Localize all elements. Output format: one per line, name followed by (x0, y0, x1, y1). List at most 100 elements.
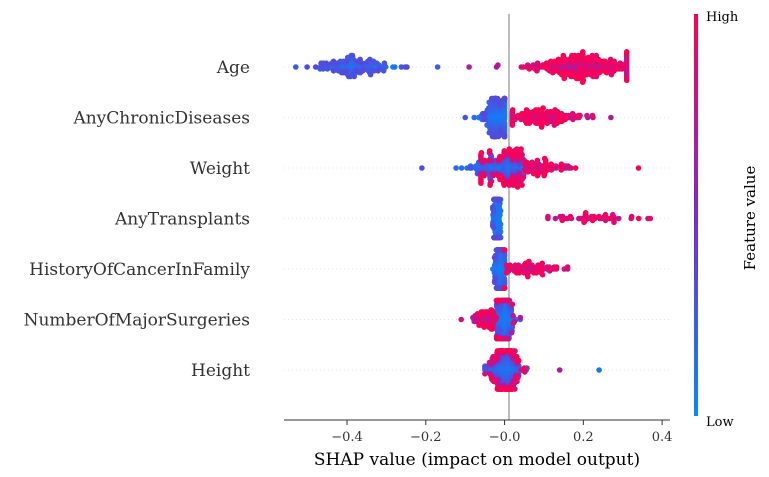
data-point (510, 312, 516, 319)
feature-labels: Age AnyChronicDiseases Weight AnyTransplant… (24, 58, 251, 381)
data-point (462, 114, 469, 121)
data-point (481, 172, 488, 179)
data-point (575, 112, 582, 119)
data-point (559, 217, 565, 224)
data-point (453, 165, 459, 171)
data-point (497, 348, 504, 354)
data-point (508, 178, 514, 185)
data-point (494, 297, 501, 304)
data-point (495, 157, 502, 164)
data-point (553, 163, 559, 169)
data-point (552, 215, 559, 222)
data-point (526, 120, 533, 126)
data-point (562, 56, 569, 63)
data-point (623, 60, 629, 66)
data-point (570, 116, 576, 123)
data-point (523, 107, 530, 113)
data-point (343, 58, 350, 65)
data-point (482, 371, 488, 377)
data-point (553, 264, 560, 270)
feature-label: AnyTransplants (114, 210, 250, 230)
data-point (348, 52, 355, 59)
data-point (520, 64, 527, 70)
data-point (490, 95, 496, 102)
data-point (623, 49, 630, 55)
data-point (548, 161, 554, 167)
data-point (381, 60, 388, 66)
data-point (596, 213, 602, 220)
data-point (535, 262, 541, 269)
data-point (515, 357, 522, 364)
data-point (466, 64, 472, 70)
feature-label: Weight (190, 159, 250, 179)
data-point (580, 49, 586, 55)
data-point (503, 270, 510, 276)
data-point (330, 68, 337, 74)
data-point (471, 114, 478, 121)
data-point (568, 73, 574, 80)
data-point (304, 64, 310, 70)
x-axis-ticks: −0.4 −0.2 −0.0 0.2 0.4 (331, 420, 672, 445)
x-tick-label: 0.2 (573, 430, 594, 445)
data-point (509, 301, 516, 308)
data-point (547, 109, 553, 115)
data-point (488, 307, 494, 313)
data-point (501, 148, 508, 154)
data-point (458, 316, 465, 323)
x-tick-label: 0.4 (652, 430, 673, 445)
data-point (557, 118, 563, 125)
data-point (569, 110, 576, 117)
data-point (568, 165, 574, 171)
data-point (330, 58, 337, 65)
data-point (509, 151, 516, 158)
data-point (596, 69, 603, 76)
data-point (516, 270, 523, 276)
data-point (419, 165, 425, 171)
data-point (603, 69, 610, 76)
data-point (519, 110, 525, 117)
data-point (539, 271, 546, 278)
data-point (486, 148, 493, 154)
data-point (589, 217, 596, 224)
data-point (375, 68, 381, 74)
data-point (494, 196, 501, 203)
data-point (501, 95, 508, 102)
data-point (579, 79, 586, 85)
data-point (545, 213, 551, 220)
data-point (485, 105, 492, 111)
data-point (509, 107, 516, 113)
data-point (501, 133, 508, 140)
data-point (589, 112, 596, 119)
data-point (556, 367, 563, 373)
data-point (506, 146, 513, 152)
data-point (532, 66, 538, 72)
data-point (534, 157, 541, 164)
data-point (610, 211, 616, 218)
data-point (467, 165, 474, 171)
data-point (541, 172, 547, 179)
data-point (398, 64, 405, 70)
data-point (520, 174, 527, 181)
data-point (635, 215, 642, 222)
data-point (555, 110, 561, 117)
data-point (521, 270, 527, 276)
data-point (491, 312, 498, 319)
data-point (548, 266, 555, 272)
data-point (598, 58, 604, 65)
data-point (562, 116, 569, 123)
data-point (519, 182, 525, 188)
data-point (590, 69, 597, 76)
data-point (551, 122, 558, 128)
data-point (515, 176, 522, 183)
data-point (558, 167, 564, 173)
data-point (495, 172, 502, 179)
data-point (365, 58, 371, 65)
data-point (509, 122, 516, 128)
data-point (534, 60, 541, 66)
data-point (628, 213, 635, 220)
data-point (499, 386, 506, 392)
data-point (615, 215, 622, 222)
data-point (544, 66, 550, 72)
feature-label: AnyChronicDiseases (72, 109, 250, 129)
data-point (510, 320, 517, 327)
